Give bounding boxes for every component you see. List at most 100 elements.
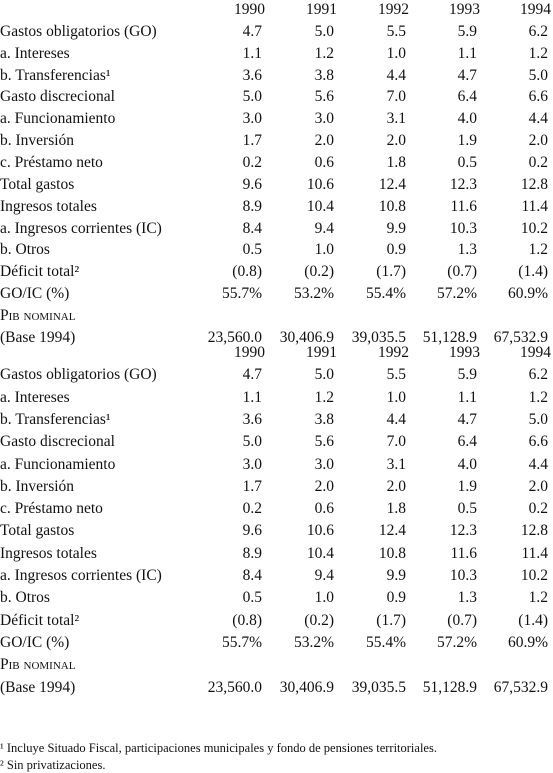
cell: 11.4 <box>521 544 548 562</box>
cell: 6.4 <box>457 433 477 451</box>
cell: 1.2 <box>528 589 548 607</box>
cell: 7.0 <box>386 88 406 106</box>
cell: 3.0 <box>242 110 262 128</box>
cell: 2.0 <box>314 477 334 495</box>
cell: 3.8 <box>314 66 334 84</box>
cell: (0.7) <box>447 611 477 629</box>
row-label: c. Préstamo neto <box>0 153 103 171</box>
cell: 3.1 <box>386 110 406 128</box>
cell: (1.7) <box>376 611 406 629</box>
cell: 11.4 <box>521 197 548 215</box>
cell: (1.4) <box>518 611 548 629</box>
cell: 4.4 <box>386 410 406 428</box>
cell: 4.4 <box>528 455 548 473</box>
column-header: 1991 <box>306 1 337 18</box>
cell: 12.8 <box>520 175 548 193</box>
row-label: Total gastos <box>0 522 75 540</box>
cell: 5.0 <box>242 433 262 451</box>
cell: 5.0 <box>528 410 548 428</box>
cell: 5.9 <box>457 366 477 384</box>
cell: 55.7% <box>221 633 262 651</box>
cell: 0.6 <box>314 500 334 518</box>
cell: 55.4% <box>365 285 406 303</box>
cell: 2.0 <box>528 477 548 495</box>
cell: 5.5 <box>386 366 406 384</box>
cell: 0.2 <box>528 500 548 518</box>
cell: 1.7 <box>242 477 262 495</box>
cell: 1.8 <box>386 153 406 171</box>
cell: 57.2% <box>436 285 477 303</box>
cell: 9.6 <box>242 522 262 540</box>
column-header: 1994 <box>520 344 551 361</box>
cell: 12.3 <box>449 175 477 193</box>
column-header: 1990 <box>234 1 265 18</box>
cell: 5.0 <box>242 88 262 106</box>
cell: 11.6 <box>450 197 477 215</box>
cell: 2.0 <box>386 477 406 495</box>
cell: 0.2 <box>242 500 262 518</box>
row-label: (Base 1994) <box>0 328 76 346</box>
cell: 1.1 <box>457 44 477 62</box>
cell: 55.7% <box>221 285 262 303</box>
cell: 1.8 <box>386 500 406 518</box>
cell: 53.2% <box>293 633 334 651</box>
cell: 5.0 <box>314 366 334 384</box>
column-header: 1990 <box>234 344 265 361</box>
cell: 10.8 <box>378 544 406 562</box>
cell: 6.4 <box>457 88 477 106</box>
column-header: 1994 <box>520 1 551 18</box>
cell: 3.1 <box>386 455 406 473</box>
row-label: a. Intereses <box>0 44 70 62</box>
cell: 10.3 <box>449 567 477 584</box>
cell: 5.6 <box>314 88 334 106</box>
cell: 30,406.9 <box>279 328 334 346</box>
cell: 1.2 <box>314 388 334 406</box>
row-label: b. Transferencias¹ <box>0 410 111 428</box>
cell: 10.3 <box>449 219 477 237</box>
cell: 9.9 <box>386 219 406 237</box>
cell: 53.2% <box>293 285 334 303</box>
column-header: 1993 <box>449 1 480 18</box>
cell: 1.7 <box>242 132 262 150</box>
cell: 1.0 <box>314 241 334 259</box>
row-label: b. Inversión <box>0 132 75 150</box>
row-label: Ingresos totales <box>0 544 97 562</box>
cell: (1.4) <box>518 263 548 281</box>
row-label: c. Préstamo neto <box>0 500 103 518</box>
row-label: Déficit total² <box>0 263 80 281</box>
row-label: GO/IC (%) <box>0 633 70 651</box>
cell: 4.7 <box>457 66 477 84</box>
cell: 60.9% <box>507 285 548 303</box>
cell: (0.8) <box>232 263 262 281</box>
cell: 4.0 <box>457 110 477 128</box>
cell: 23,560.0 <box>207 328 262 346</box>
cell: 3.0 <box>242 455 262 473</box>
row-label: (Base 1994) <box>0 678 76 696</box>
column-header: 1992 <box>378 1 409 18</box>
row-label: b. Inversión <box>0 477 75 495</box>
cell: 1.9 <box>457 477 477 495</box>
row-label: Gasto discrecional <box>0 88 115 106</box>
cell: 1.0 <box>314 589 334 607</box>
cell: 51,128.9 <box>422 328 477 346</box>
column-header: 1993 <box>449 344 480 361</box>
cell: 67,532.9 <box>493 328 548 346</box>
cell: 1.2 <box>314 44 334 62</box>
cell: 9.4 <box>314 567 334 584</box>
cell: 3.0 <box>314 110 334 128</box>
cell: 10.6 <box>306 522 334 540</box>
cell: 4.4 <box>386 66 406 84</box>
row-label: Pib nominal <box>0 306 76 324</box>
row-label: Ingresos totales <box>0 197 97 215</box>
cell: 4.7 <box>242 366 262 384</box>
cell: 5.0 <box>528 66 548 84</box>
cell: 12.4 <box>378 175 406 193</box>
cell: 5.6 <box>314 433 334 451</box>
cell: 0.2 <box>528 153 548 171</box>
cell: (0.2) <box>304 263 334 281</box>
cell: 8.9 <box>242 197 262 215</box>
cell: 9.9 <box>386 567 406 584</box>
cell: 11.6 <box>450 544 477 562</box>
cell: 4.7 <box>242 22 262 40</box>
